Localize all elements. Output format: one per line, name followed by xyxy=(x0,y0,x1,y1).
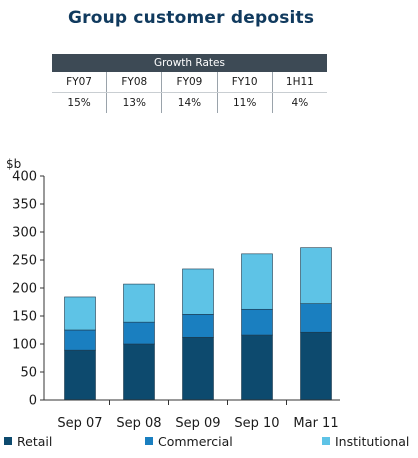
bar-segment-commercial xyxy=(241,308,273,336)
growth-rate-cell: 11% xyxy=(217,92,273,114)
bar-segment-commercial xyxy=(64,329,96,351)
bar-segment-institutional xyxy=(182,268,214,315)
legend-item-commercial: Commercial xyxy=(145,433,233,449)
bar-segment-commercial xyxy=(300,303,332,333)
y-tick-label: 250 xyxy=(12,254,37,269)
legend-item-institutional: Institutional xyxy=(322,433,409,449)
bar-segment-retail xyxy=(123,343,155,401)
growth-rate-cell: 13% xyxy=(106,92,163,114)
bar-segment-retail xyxy=(241,334,273,401)
bar-stacks xyxy=(64,247,332,401)
x-tick-label: Sep 08 xyxy=(116,416,161,430)
legend-swatch-retail xyxy=(4,437,12,445)
growth-rate-cell: 14% xyxy=(161,92,218,114)
bar-segment-retail xyxy=(64,349,96,401)
y-tick-label: 200 xyxy=(12,282,37,297)
y-tick-label: 50 xyxy=(20,366,37,381)
growth-rate-row: 15% 13% 14% 11% 4% xyxy=(52,92,327,114)
growth-rate-cell: 4% xyxy=(272,92,327,114)
y-tick-label: 0 xyxy=(29,394,37,409)
y-axis-unit-label: $b xyxy=(6,157,21,171)
y-tick-label: 400 xyxy=(12,170,37,185)
bar-segment-retail xyxy=(300,331,332,401)
growth-period-cell: 1H11 xyxy=(272,72,327,93)
growth-rates-header: Growth Rates xyxy=(52,54,327,72)
legend-label-retail: Retail xyxy=(17,433,53,449)
x-tick-label: Sep 09 xyxy=(175,416,220,430)
legend-label-institutional: Institutional xyxy=(335,433,410,449)
y-tick-label: 150 xyxy=(12,310,37,325)
bar-segment-institutional xyxy=(123,283,155,323)
bar-segment-institutional xyxy=(300,247,332,304)
growth-period-cell: FY09 xyxy=(161,72,218,93)
y-tick-label: 100 xyxy=(12,338,37,353)
x-axis: Sep 07 Sep 08 Sep 09 Sep 10 Mar 11 xyxy=(44,399,340,430)
growth-rate-cell: 15% xyxy=(52,92,108,114)
growth-rates-table: Growth Rates FY07 FY08 FY09 FY10 1H11 15… xyxy=(52,54,327,114)
bar-segment-commercial xyxy=(182,314,214,338)
x-tick-label: Sep 07 xyxy=(57,416,102,430)
y-axis: 0 50 100 150 200 250 300 350 400 xyxy=(12,170,45,409)
bar-segment-commercial xyxy=(123,321,155,345)
growth-period-cell: FY08 xyxy=(106,72,163,93)
x-tick-label: Mar 11 xyxy=(293,416,338,430)
x-tick-label: Sep 10 xyxy=(234,416,279,430)
bar-segment-retail xyxy=(182,336,214,401)
bar-segment-institutional xyxy=(241,253,273,310)
y-tick-label: 300 xyxy=(12,226,37,241)
legend-label-commercial: Commercial xyxy=(158,433,233,449)
y-tick-label: 350 xyxy=(12,198,37,213)
legend-swatch-commercial xyxy=(145,437,153,445)
bar-segment-institutional xyxy=(64,296,96,331)
legend-item-retail: Retail xyxy=(4,433,52,449)
legend-swatch-institutional xyxy=(322,437,330,445)
deposits-bar-chart: $b 0 50 100 150 200 250 300 350 400 Sep 07 Sep 08… xyxy=(6,157,340,430)
growth-period-cell: FY10 xyxy=(217,72,273,93)
growth-period-row: FY07 FY08 FY09 FY10 1H11 xyxy=(52,72,327,93)
page-title: Group customer deposits xyxy=(68,8,315,28)
growth-period-cell: FY07 xyxy=(52,72,108,93)
